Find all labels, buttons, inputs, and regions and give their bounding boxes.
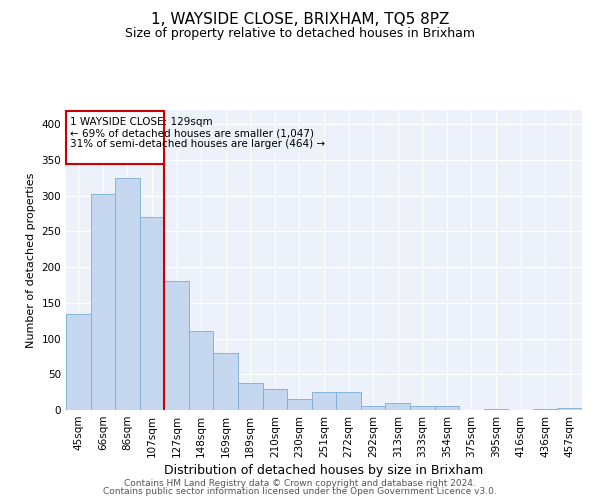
Bar xyxy=(557,408,582,410)
Text: Size of property relative to detached houses in Brixham: Size of property relative to detached ho… xyxy=(125,28,475,40)
Bar xyxy=(287,400,312,410)
Text: 1, WAYSIDE CLOSE, BRIXHAM, TQ5 8PZ: 1, WAYSIDE CLOSE, BRIXHAM, TQ5 8PZ xyxy=(151,12,449,28)
Bar xyxy=(484,408,508,410)
Text: ← 69% of detached houses are smaller (1,047): ← 69% of detached houses are smaller (1,… xyxy=(70,128,314,138)
Text: 1 WAYSIDE CLOSE: 129sqm: 1 WAYSIDE CLOSE: 129sqm xyxy=(70,117,212,127)
Bar xyxy=(533,408,557,410)
Text: 31% of semi-detached houses are larger (464) →: 31% of semi-detached houses are larger (… xyxy=(70,140,325,149)
X-axis label: Distribution of detached houses by size in Brixham: Distribution of detached houses by size … xyxy=(164,464,484,477)
Bar xyxy=(66,112,164,164)
Bar xyxy=(361,406,385,410)
Text: Contains HM Land Registry data © Crown copyright and database right 2024.: Contains HM Land Registry data © Crown c… xyxy=(124,478,476,488)
Bar xyxy=(214,353,238,410)
Bar xyxy=(410,406,434,410)
Bar xyxy=(189,330,214,410)
Bar xyxy=(434,406,459,410)
Bar xyxy=(312,392,336,410)
Bar xyxy=(140,217,164,410)
Y-axis label: Number of detached properties: Number of detached properties xyxy=(26,172,36,348)
Bar xyxy=(263,390,287,410)
Bar xyxy=(238,383,263,410)
Bar xyxy=(115,178,140,410)
Bar xyxy=(91,194,115,410)
Bar xyxy=(385,403,410,410)
Text: Contains public sector information licensed under the Open Government Licence v3: Contains public sector information licen… xyxy=(103,487,497,496)
Bar xyxy=(66,314,91,410)
Bar xyxy=(164,280,189,410)
Bar xyxy=(336,392,361,410)
